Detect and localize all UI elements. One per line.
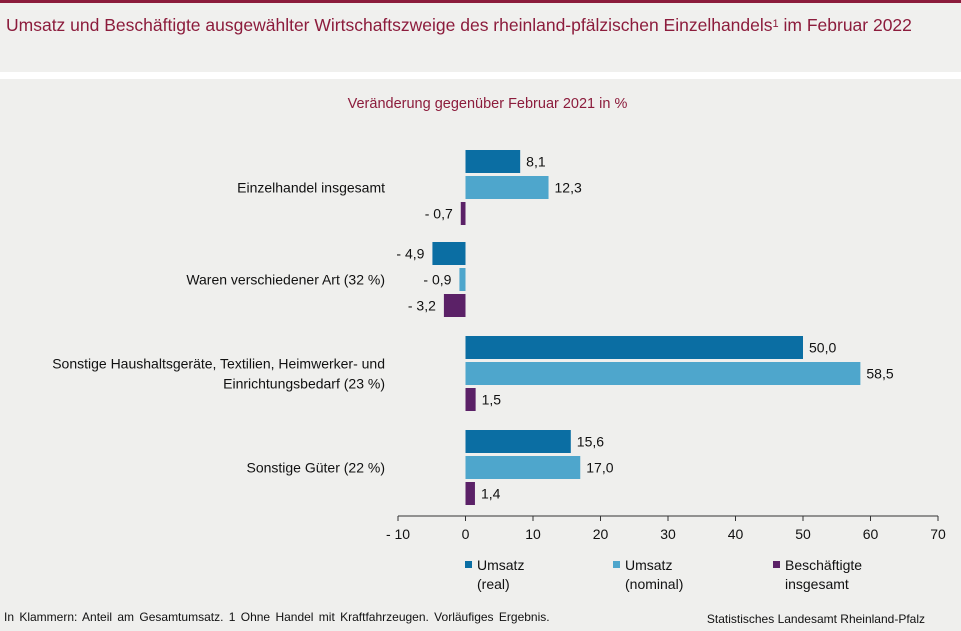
bar (443, 294, 466, 317)
data-label: 12,3 (555, 180, 582, 196)
category-label: Waren verschiedener Art (32 %) (186, 272, 385, 288)
bar (459, 268, 466, 291)
bar (465, 150, 521, 173)
legend-label: Beschäftigte (785, 557, 863, 573)
data-label: 17,0 (586, 460, 613, 476)
chart-title: Umsatz und Beschäftigte ausgewählter Wir… (6, 15, 951, 35)
bar (465, 430, 571, 453)
source-note: Statistisches Landesamt Rheinland-Pfalz (706, 612, 925, 626)
legend-label: Umsatz (477, 557, 525, 573)
footnote-marker: 1 (772, 18, 779, 30)
bar (432, 242, 466, 265)
bar (465, 482, 475, 505)
legend-label: Umsatz (625, 557, 673, 573)
bar (465, 388, 476, 411)
legend-swatch-umsatz-nominal (613, 561, 620, 568)
x-tick-label: 50 (795, 526, 811, 542)
category-label: Sonstige Güter (22 %) (246, 460, 385, 476)
data-label: 1,5 (482, 392, 502, 408)
x-tick-label: 70 (930, 526, 946, 542)
data-label: 8,1 (526, 154, 546, 170)
data-label: 15,6 (577, 434, 604, 450)
x-tick-label: 10 (525, 526, 541, 542)
data-label: - 0,7 (425, 206, 453, 222)
data-label: 50,0 (809, 340, 836, 356)
legend-swatch-umsatz-real (465, 561, 472, 568)
x-tick-label: - 10 (386, 526, 410, 542)
category-label: Einrichtungsbedarf (23 %) (223, 376, 385, 392)
category-label: Sonstige Haushaltsgeräte, Textilien, Hei… (52, 356, 385, 372)
legend-swatch-beschaeftigte (773, 561, 780, 568)
data-label: - 4,9 (396, 246, 424, 262)
bar (465, 456, 581, 479)
chart-title-tail: im Februar 2022 (778, 15, 912, 35)
data-label: 1,4 (481, 486, 501, 502)
bar (465, 362, 861, 385)
category-label: Einzelhandel insgesamt (237, 180, 385, 196)
x-tick-label: 40 (728, 526, 744, 542)
x-tick-label: 0 (462, 526, 470, 542)
x-tick-label: 30 (660, 526, 676, 542)
data-label: - 0,9 (423, 272, 451, 288)
data-label: - 3,2 (408, 298, 436, 314)
footnote: In Klammern: Anteil am Gesamtumsatz. 1 O… (4, 610, 550, 624)
data-label: 58,5 (866, 366, 893, 382)
top-rule (0, 0, 961, 3)
legend-label: insgesamt (785, 576, 849, 592)
bar (465, 336, 803, 359)
header: Umsatz und Beschäftigte ausgewählter Wir… (0, 3, 961, 72)
legend-label: (nominal) (625, 576, 684, 592)
legend-label: (real) (477, 576, 510, 592)
x-tick-label: 60 (863, 526, 879, 542)
chart-subtitle: Veränderung gegenüber Februar 2021 in % (347, 96, 628, 112)
bar (465, 176, 549, 199)
chart-title-text: Umsatz und Beschäftigte ausgewählter Wir… (6, 15, 773, 35)
bar (460, 202, 466, 225)
x-tick-label: 20 (593, 526, 609, 542)
